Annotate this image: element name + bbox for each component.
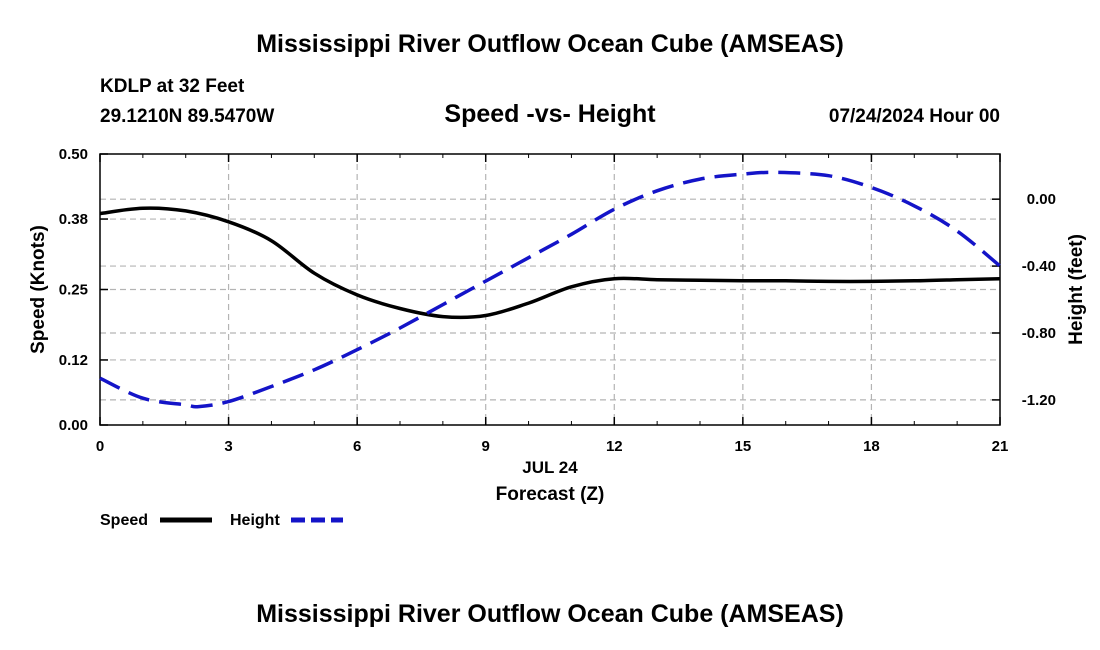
y-tick-label: 0.38 [59,211,88,228]
speed-series-line [99,206,1001,320]
station-coords: 29.1210N 89.5470W [100,106,275,127]
bottom-title: Mississippi River Outflow Ocean Cube (AM… [256,600,844,628]
height-series-line [99,170,1002,409]
x-tick-label: 18 [863,438,880,455]
x-tick-label: 15 [735,438,752,455]
y2-tick-label: -0.40 [1022,258,1056,275]
forecast-run-time: 07/24/2024 Hour 00 [828,106,1000,127]
x-tick-label: 3 [224,438,232,455]
series-lines [99,170,1002,409]
x-axis-date-label: JUL 24 [522,458,578,477]
y2-axis-title: Height (feet) [1066,234,1087,345]
x-tick-label: 6 [353,438,361,455]
x-axis-title: Forecast (Z) [496,484,605,505]
y2-tick-label: -0.80 [1022,325,1056,342]
chart-subtitle: Speed -vs- Height [444,100,656,128]
x-tick-label: 12 [606,438,623,455]
speed-height-chart: 0 3 6 9 12 15 18 21 0.00 0.12 0.25 0.38 0.50 0.00 -0.4… [28,146,1087,529]
y-tick-label: 0.00 [59,417,88,434]
legend: Speed Height [100,512,343,529]
station-name: KDLP at 32 Feet [100,76,245,97]
grid-lines [100,154,1000,425]
y-tick-label: 0.12 [59,352,88,369]
axis-labels: 0 3 6 9 12 15 18 21 0.00 0.12 0.25 0.38 0.50 0.00 -0.4… [28,146,1087,505]
x-tick-label: 9 [482,438,490,455]
x-tick-label: 21 [992,438,1009,455]
y-axis-title: Speed (Knots) [28,225,49,354]
x-tick-label: 0 [96,438,104,455]
y-tick-label: 0.50 [59,146,88,163]
y-tick-label: 0.25 [59,282,88,299]
y2-tick-label: 0.00 [1027,191,1056,208]
legend-speed-label: Speed [100,512,148,529]
axis-ticks [99,153,1001,426]
y2-tick-label: -1.20 [1022,392,1056,409]
legend-height-label: Height [230,512,280,529]
main-title: Mississippi River Outflow Ocean Cube (AM… [256,30,844,58]
